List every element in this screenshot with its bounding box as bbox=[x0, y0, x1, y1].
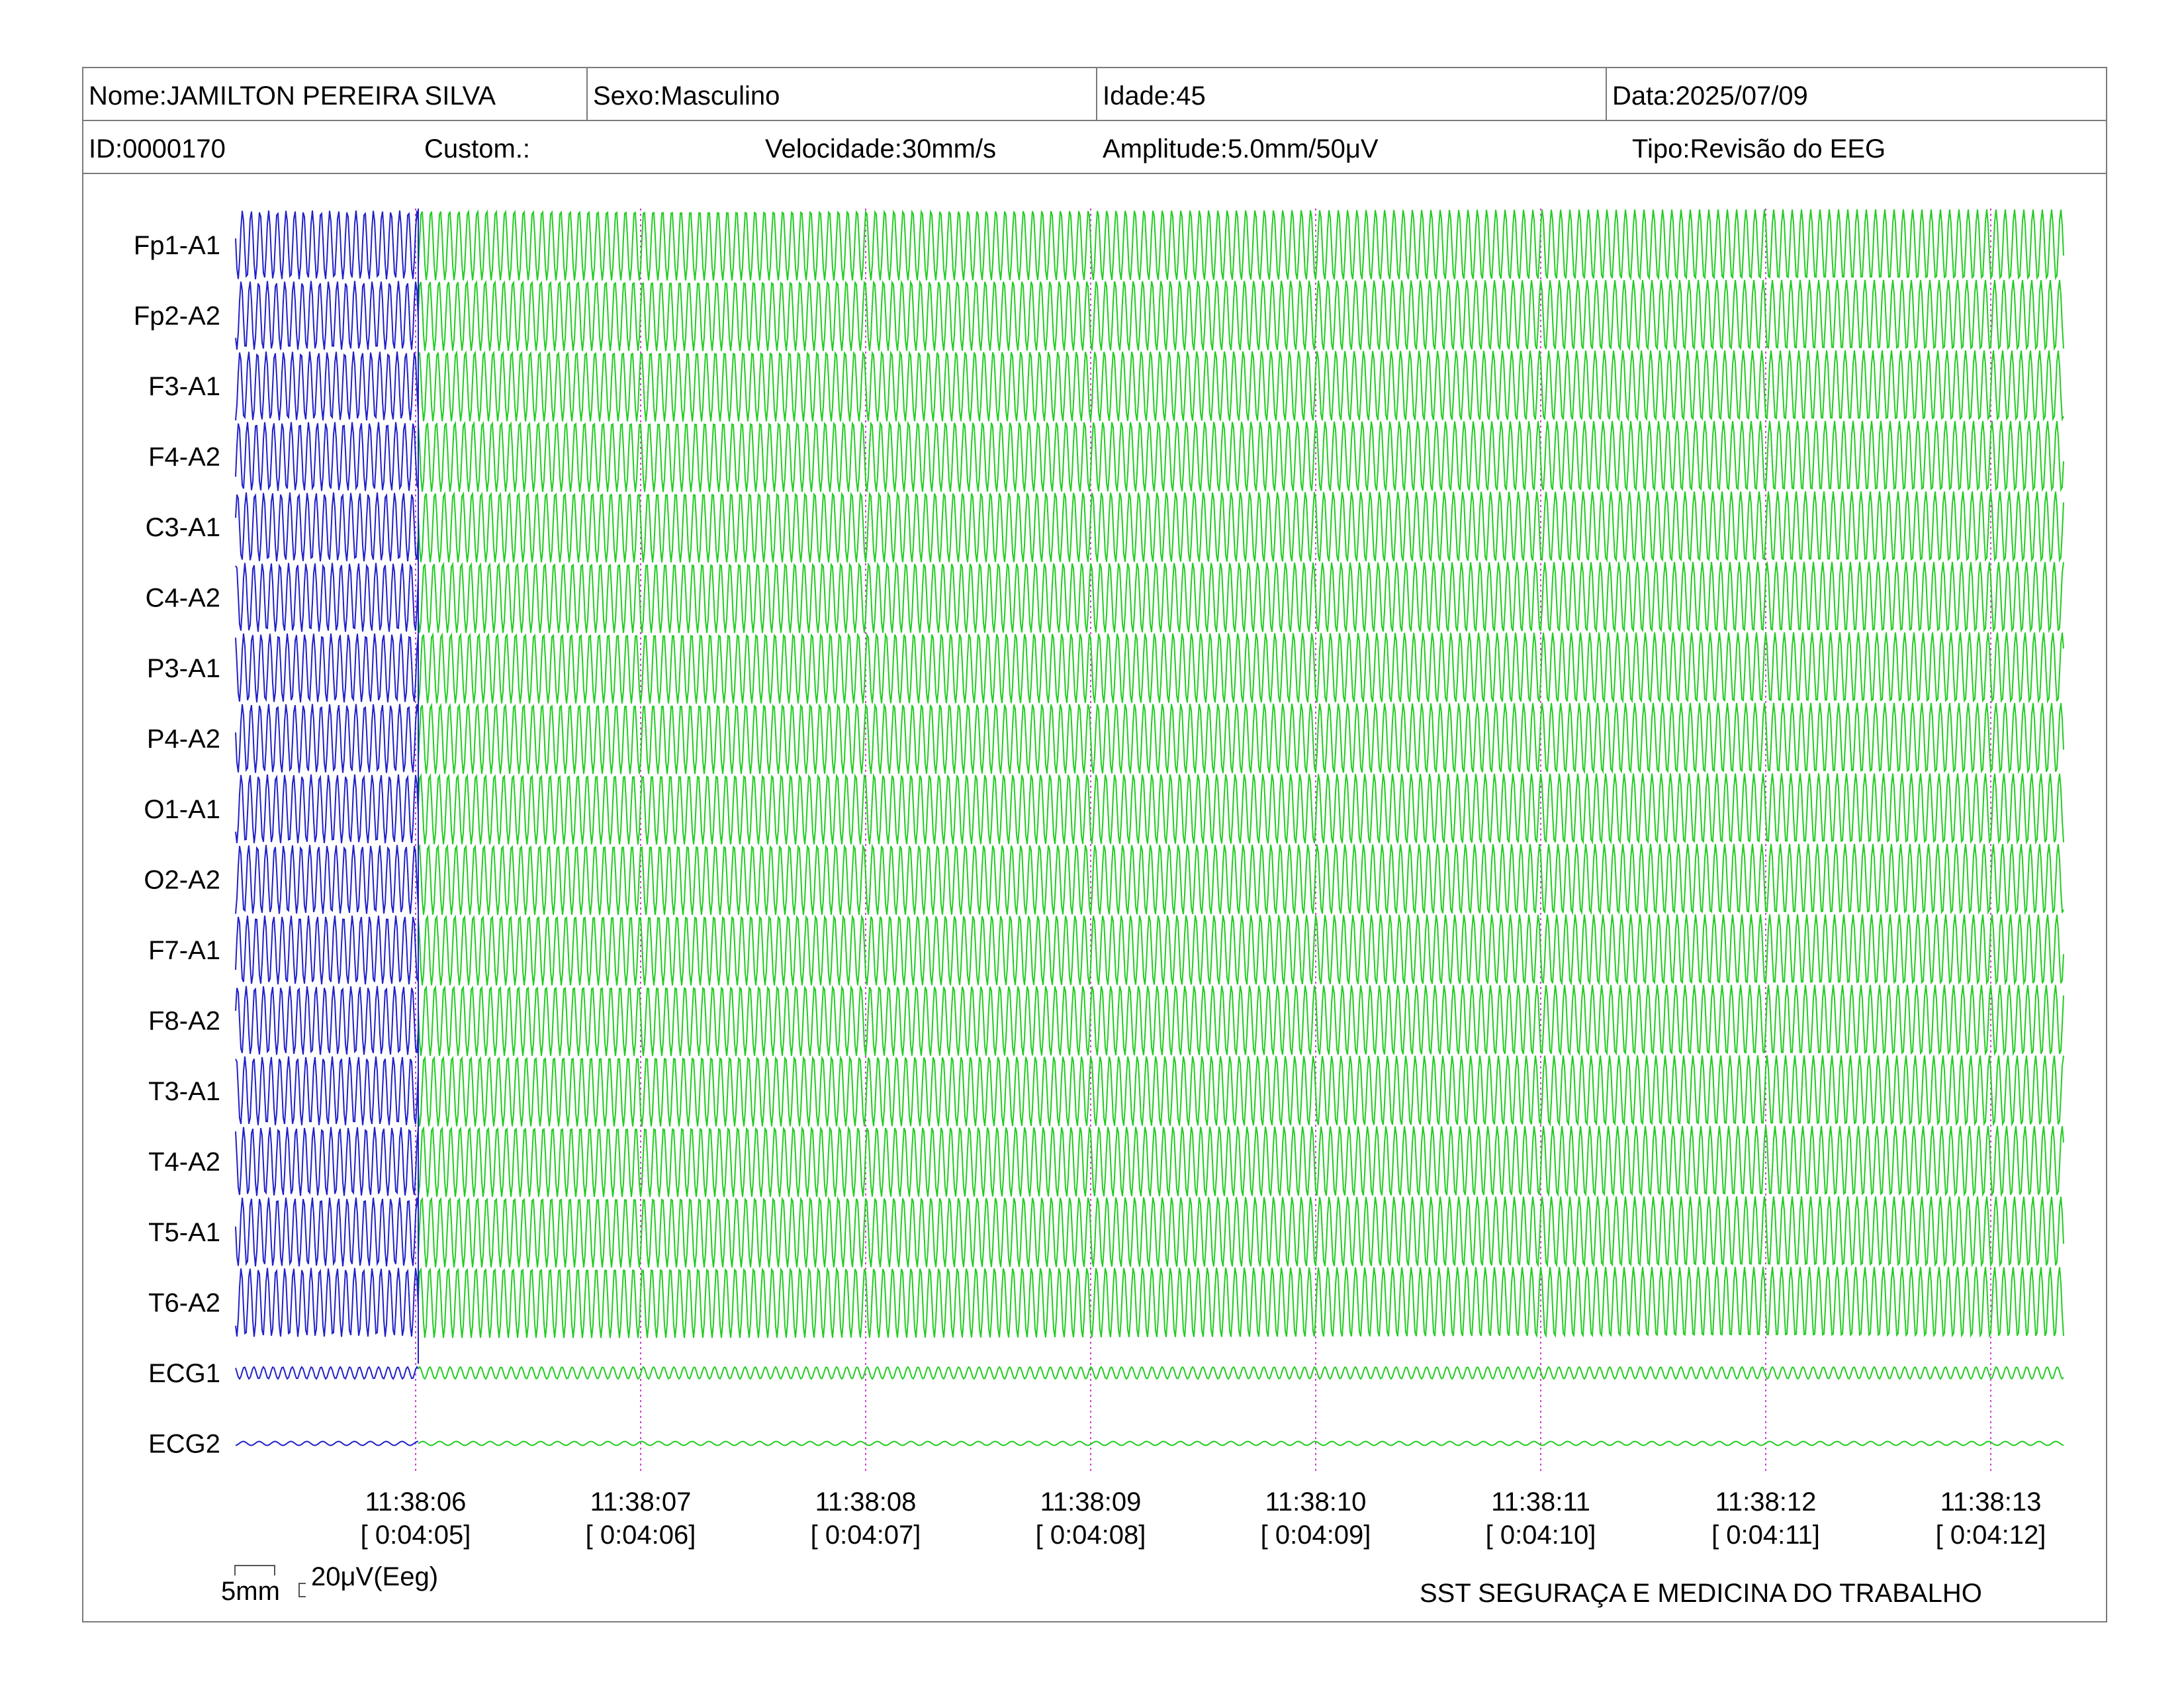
channel-label: C3-A1 bbox=[146, 513, 220, 542]
channel-label: O1-A1 bbox=[144, 795, 220, 824]
patient-sex: Sexo:Masculino bbox=[593, 81, 780, 111]
trace-previous-segment bbox=[235, 422, 419, 491]
channel-label: T5-A1 bbox=[148, 1218, 220, 1247]
trace-current-segment bbox=[418, 561, 2064, 633]
trace-current-segment bbox=[418, 491, 2064, 563]
channel-label: O2-A2 bbox=[144, 866, 220, 895]
channel-label: T4-A2 bbox=[148, 1148, 220, 1177]
record-id: ID:0000170 bbox=[89, 134, 226, 164]
trace-current-segment bbox=[418, 1266, 2064, 1338]
review-type: Tipo:Revisão do EEG bbox=[1632, 134, 1886, 164]
trace-previous-segment bbox=[235, 1127, 419, 1196]
clinic-footer: SST SEGURAÇA E MEDICINA DO TRABALHO bbox=[1420, 1579, 1982, 1608]
channel-label-layer: Fp1-A1 Fp2-A2 F3-A1 F4-A2 C3-A1 C4-A2 P3-A1 P4-… bbox=[134, 231, 220, 1459]
header-divider bbox=[1606, 68, 1607, 120]
time-label-layer: 11:38:06 [ 0:04:05] 11:38:07 [ 0:04:06] 11:3… bbox=[361, 1487, 2046, 1550]
channel-label: C4-A2 bbox=[146, 584, 220, 613]
trace-current-segment bbox=[418, 702, 2064, 774]
trace-current-segment bbox=[418, 420, 2064, 492]
trace-current-segment bbox=[418, 1440, 2064, 1446]
header-divider bbox=[1096, 68, 1097, 120]
trace-previous-segment bbox=[235, 845, 419, 914]
trace-previous-segment bbox=[235, 1440, 419, 1446]
time-tick-label: 11:38:06 bbox=[365, 1487, 467, 1517]
channel-label: F8-A2 bbox=[148, 1007, 220, 1036]
channel-label: ECG1 bbox=[148, 1359, 220, 1388]
channel-label: T6-A2 bbox=[148, 1289, 220, 1318]
trace-previous-segment bbox=[235, 1366, 419, 1380]
header-divider bbox=[586, 68, 588, 120]
trace-previous-segment bbox=[235, 633, 419, 703]
time-tick-label: 11:38:10 bbox=[1265, 1487, 1367, 1517]
time-tick-label: 11:38:11 bbox=[1491, 1487, 1590, 1517]
trace-previous-segment bbox=[235, 351, 419, 421]
channel-label: Fp1-A1 bbox=[134, 231, 220, 260]
trace-previous-segment bbox=[235, 1056, 419, 1125]
trace-current-segment bbox=[418, 1055, 2064, 1127]
channel-label: F3-A1 bbox=[148, 372, 220, 401]
time-tick-label: 11:38:08 bbox=[815, 1487, 917, 1517]
trace-current-segment bbox=[418, 209, 2064, 281]
trace-previous-segment bbox=[235, 563, 419, 632]
channel-label: ECG2 bbox=[148, 1430, 220, 1459]
trace-previous-segment bbox=[235, 986, 419, 1055]
channel-label: Fp2-A2 bbox=[134, 302, 220, 331]
trace-previous-segment bbox=[235, 210, 419, 280]
elapsed-tick-label: [ 0:04:11] bbox=[1711, 1521, 1820, 1550]
trace-previous-segment bbox=[235, 281, 419, 350]
trace-current-segment bbox=[418, 350, 2064, 422]
patient-age: Idade:45 bbox=[1103, 81, 1206, 111]
trace-current-segment bbox=[418, 1125, 2064, 1197]
header-row-patient: Nome:JAMILTON PEREIRA SILVA Sexo:Masculi… bbox=[83, 68, 2106, 121]
eeg-trace-layer bbox=[235, 209, 2064, 1446]
trace-previous-segment bbox=[235, 1197, 419, 1267]
time-tick-label: 11:38:09 bbox=[1040, 1487, 1142, 1517]
time-tick-label: 11:38:07 bbox=[590, 1487, 692, 1517]
custom-field: Custom.: bbox=[424, 134, 531, 164]
channel-label: P3-A1 bbox=[147, 654, 220, 683]
channel-label: T3-A1 bbox=[148, 1077, 220, 1106]
elapsed-tick-label: [ 0:04:07] bbox=[811, 1521, 921, 1550]
amplitude-setting: Amplitude:5.0mm/50μV bbox=[1103, 134, 1379, 164]
elapsed-tick-label: [ 0:04:05] bbox=[361, 1521, 471, 1550]
patient-name: Nome:JAMILTON PEREIRA SILVA bbox=[89, 81, 496, 111]
channel-label: P4-A2 bbox=[147, 725, 220, 754]
elapsed-tick-label: [ 0:04:12] bbox=[1936, 1521, 2046, 1550]
trace-previous-segment bbox=[235, 492, 419, 562]
elapsed-tick-label: [ 0:04:08] bbox=[1036, 1521, 1146, 1550]
trace-previous-segment bbox=[235, 915, 419, 985]
trace-current-segment bbox=[418, 984, 2064, 1056]
trace-previous-segment bbox=[235, 774, 419, 843]
trace-current-segment bbox=[418, 1196, 2064, 1268]
trace-current-segment bbox=[418, 632, 2064, 704]
trace-current-segment bbox=[418, 1366, 2064, 1380]
channel-label: F7-A1 bbox=[148, 936, 220, 965]
time-scale-label: 5mm bbox=[221, 1577, 280, 1606]
channel-label: F4-A2 bbox=[148, 443, 220, 472]
time-tick-label: 11:38:12 bbox=[1715, 1487, 1817, 1517]
record-date: Data:2025/07/09 bbox=[1612, 81, 1808, 111]
elapsed-tick-label: [ 0:04:06] bbox=[586, 1521, 696, 1550]
scale-bar-icon bbox=[234, 1565, 306, 1597]
elapsed-tick-label: [ 0:04:09] bbox=[1261, 1521, 1371, 1550]
trace-previous-segment bbox=[235, 1268, 419, 1337]
trace-current-segment bbox=[418, 914, 2064, 986]
trace-current-segment bbox=[418, 773, 2064, 845]
elapsed-tick-label: [ 0:04:10] bbox=[1486, 1521, 1596, 1550]
amplitude-scale-label: 20μV(Eeg) bbox=[311, 1562, 439, 1591]
trace-current-segment bbox=[418, 843, 2064, 915]
header-row-recording: ID:0000170 Custom.: Velocidade:30mm/s Am… bbox=[83, 121, 2106, 174]
speed-setting: Velocidade:30mm/s bbox=[765, 134, 997, 164]
trace-current-segment bbox=[418, 279, 2064, 352]
report-frame: Nome:JAMILTON PEREIRA SILVA Sexo:Masculi… bbox=[82, 67, 2107, 1622]
trace-previous-segment bbox=[235, 704, 419, 773]
time-tick-label: 11:38:13 bbox=[1940, 1487, 2042, 1517]
